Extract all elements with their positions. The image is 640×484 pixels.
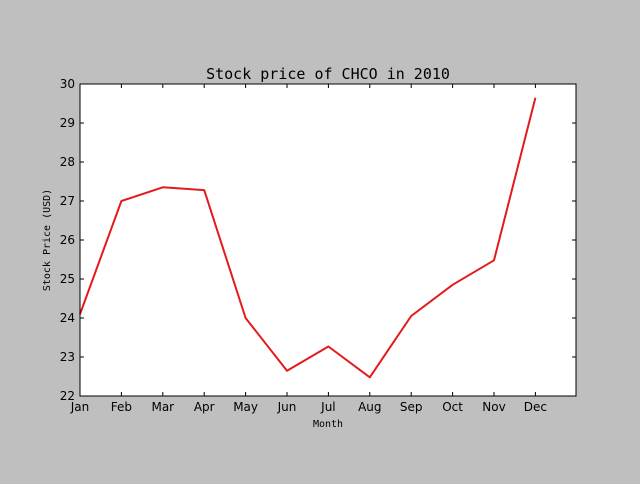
x-tick-label: Jun — [277, 400, 297, 414]
x-tick-label: Apr — [194, 400, 215, 414]
x-axis-label: Month — [313, 419, 343, 430]
x-tick-label: Mar — [151, 400, 174, 414]
chart-title: Stock price of CHCO in 2010 — [206, 65, 450, 83]
x-tick-label: Dec — [524, 400, 547, 414]
x-tick-label: Oct — [442, 400, 463, 414]
y-tick-label: 23 — [60, 350, 75, 364]
x-tick-label: Sep — [400, 400, 423, 414]
y-tick-labels: 22 23 24 25 26 27 28 29 30 — [60, 77, 75, 403]
y-tick-label: 28 — [60, 155, 75, 169]
y-tick-label: 25 — [60, 272, 75, 286]
y-tick-label: 27 — [60, 194, 75, 208]
y-axis-label: Stock Price (USD) — [42, 189, 53, 291]
plot-area — [80, 84, 576, 396]
x-tick-label: Aug — [358, 400, 381, 414]
y-tick-label: 26 — [60, 233, 75, 247]
y-tick-label: 30 — [60, 77, 75, 91]
x-tick-label: May — [233, 400, 258, 414]
y-tick-label: 22 — [60, 389, 75, 403]
x-tick-label: Jul — [320, 400, 335, 414]
y-tick-label: 24 — [60, 311, 75, 325]
y-tick-label: 29 — [60, 116, 75, 130]
x-tick-label: Feb — [111, 400, 132, 414]
x-tick-label: Nov — [482, 400, 505, 414]
